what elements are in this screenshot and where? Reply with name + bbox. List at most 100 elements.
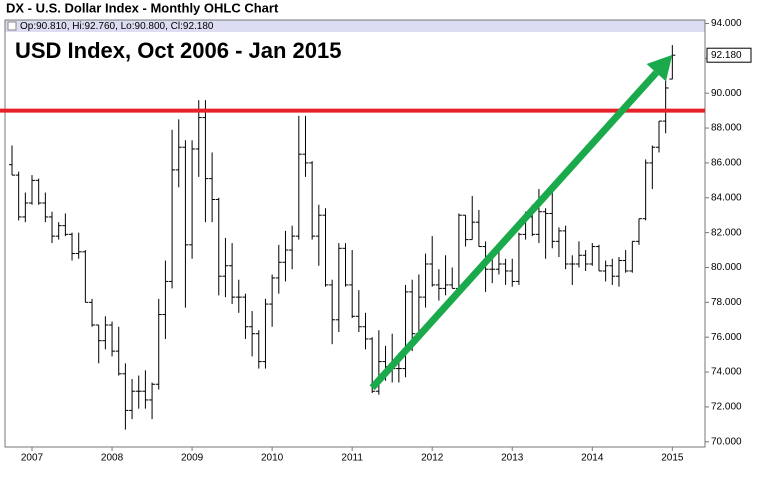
ohlc-bar <box>22 192 29 223</box>
x-tick-label: 2009 <box>181 453 204 464</box>
ohlc-bar <box>35 178 42 205</box>
y-tick-label: 72.000 <box>711 402 742 413</box>
ohlc-bar <box>315 204 322 266</box>
arrow-head <box>646 54 673 82</box>
info-band <box>5 20 705 32</box>
plot <box>9 45 676 430</box>
y-tick-label: 76.000 <box>711 332 742 343</box>
x-tick-label: 2013 <box>501 453 524 464</box>
ohlc-bar <box>462 214 469 247</box>
y-tick-label: 86.000 <box>711 158 742 169</box>
ohlc-bar <box>515 232 522 285</box>
ohlc-bar <box>69 232 76 261</box>
ohlc-bar <box>309 161 316 240</box>
ohlc-bar <box>29 175 36 205</box>
ohlc-bar <box>195 100 202 177</box>
ohlc-bar <box>235 279 242 313</box>
ohlc-bar <box>102 316 109 350</box>
ohlc-bar <box>229 243 236 305</box>
x-tick-label: 2015 <box>661 453 684 464</box>
ohlc-bar <box>269 274 276 327</box>
chart-title: DX - U.S. Dollar Index - Monthly OHLC Ch… <box>6 0 279 15</box>
y-tick-label: 74.000 <box>711 367 742 378</box>
ohlc-bar <box>155 298 162 390</box>
ohlc-bar <box>255 330 262 369</box>
ohlc-bar <box>302 115 309 177</box>
ohlc-bar <box>82 250 89 303</box>
y-tick-label: 94.000 <box>711 18 742 29</box>
ohlc-bar <box>629 240 636 273</box>
ohlc-bar <box>615 257 622 287</box>
ohlc-bar <box>489 257 496 284</box>
ohlc-bar <box>622 250 629 273</box>
last-price-box <box>706 47 752 63</box>
ohlc-bar <box>222 237 229 298</box>
x-tick-label: 2008 <box>101 453 124 464</box>
ohlc-bar <box>15 171 22 221</box>
ohlc-bar <box>349 250 356 319</box>
ohlc-bar <box>335 243 342 332</box>
ohlc-bar <box>275 244 282 294</box>
x-tick-label: 2012 <box>421 453 444 464</box>
ohlc-bar <box>649 145 656 190</box>
ohlc-bar <box>469 196 476 241</box>
ohlc-bar <box>575 241 582 268</box>
ohlc-bar <box>549 183 556 249</box>
ohlc-bar <box>475 209 482 248</box>
ohlc-bar <box>175 119 182 188</box>
ohlc-bar <box>669 45 676 80</box>
ohlc-bar <box>262 298 269 369</box>
ohlc-bar <box>182 140 189 308</box>
ohlc-bar <box>609 258 616 285</box>
ohlc-bar <box>122 363 129 430</box>
ohlc-bar <box>355 290 362 332</box>
ohlc-bar <box>62 213 69 237</box>
ohlc-bar <box>449 267 456 289</box>
ohlc-bar <box>89 298 96 327</box>
y-tick-label: 82.000 <box>711 227 742 238</box>
ohlc-bar <box>249 311 256 357</box>
ohlc-bar <box>642 159 649 221</box>
ohlc-bar <box>589 243 596 266</box>
ohlc-bar <box>435 269 442 301</box>
ohlc-bar <box>662 79 669 134</box>
ohlc-bar <box>342 243 349 287</box>
last-price-label: 92.180 <box>711 50 742 61</box>
ohlc-bar <box>189 140 196 259</box>
trend-arrow <box>369 70 659 391</box>
ohlc-bar <box>202 100 209 223</box>
y-tick-label: 78.000 <box>711 297 742 308</box>
ohlc-bar <box>635 218 642 245</box>
ohlc-bar <box>595 244 602 272</box>
ohlc-bar <box>9 145 15 176</box>
ohlc-bar <box>142 370 149 409</box>
ohlc-bar <box>109 321 116 357</box>
ohlc-bar <box>129 379 136 420</box>
ohlc-bar <box>55 222 62 240</box>
ohlc-bar <box>282 230 289 282</box>
ohlc-bar <box>135 375 142 409</box>
ohlc-bar <box>655 120 662 153</box>
y-tick-label: 88.000 <box>711 123 742 134</box>
ohlc-bar <box>95 324 102 364</box>
x-tick-label: 2014 <box>581 453 604 464</box>
ohlc-bar <box>75 232 82 259</box>
ohlc-bar <box>555 227 562 258</box>
ohlc-bar <box>402 284 409 378</box>
ohlc-bar <box>169 129 176 289</box>
y-tick-label: 84.000 <box>711 192 742 203</box>
x-tick-label: 2007 <box>21 453 44 464</box>
ohlc-bar <box>215 197 222 296</box>
ohlc-info: Op:90.810, Hi:92.760, Lo:90.800, Cl:92.1… <box>20 21 214 32</box>
ohlc-bar <box>582 250 589 271</box>
annotation: USD Index, Oct 2006 - Jan 2015 <box>15 38 342 63</box>
ohlc-bar <box>49 211 56 244</box>
ohlc-bar <box>362 312 369 350</box>
ohlc-bar <box>569 255 576 285</box>
ohlc-bar <box>242 293 249 339</box>
ohlc-bar <box>562 225 569 270</box>
ohlc-bar <box>289 225 296 270</box>
ohlc-bar <box>602 260 609 282</box>
